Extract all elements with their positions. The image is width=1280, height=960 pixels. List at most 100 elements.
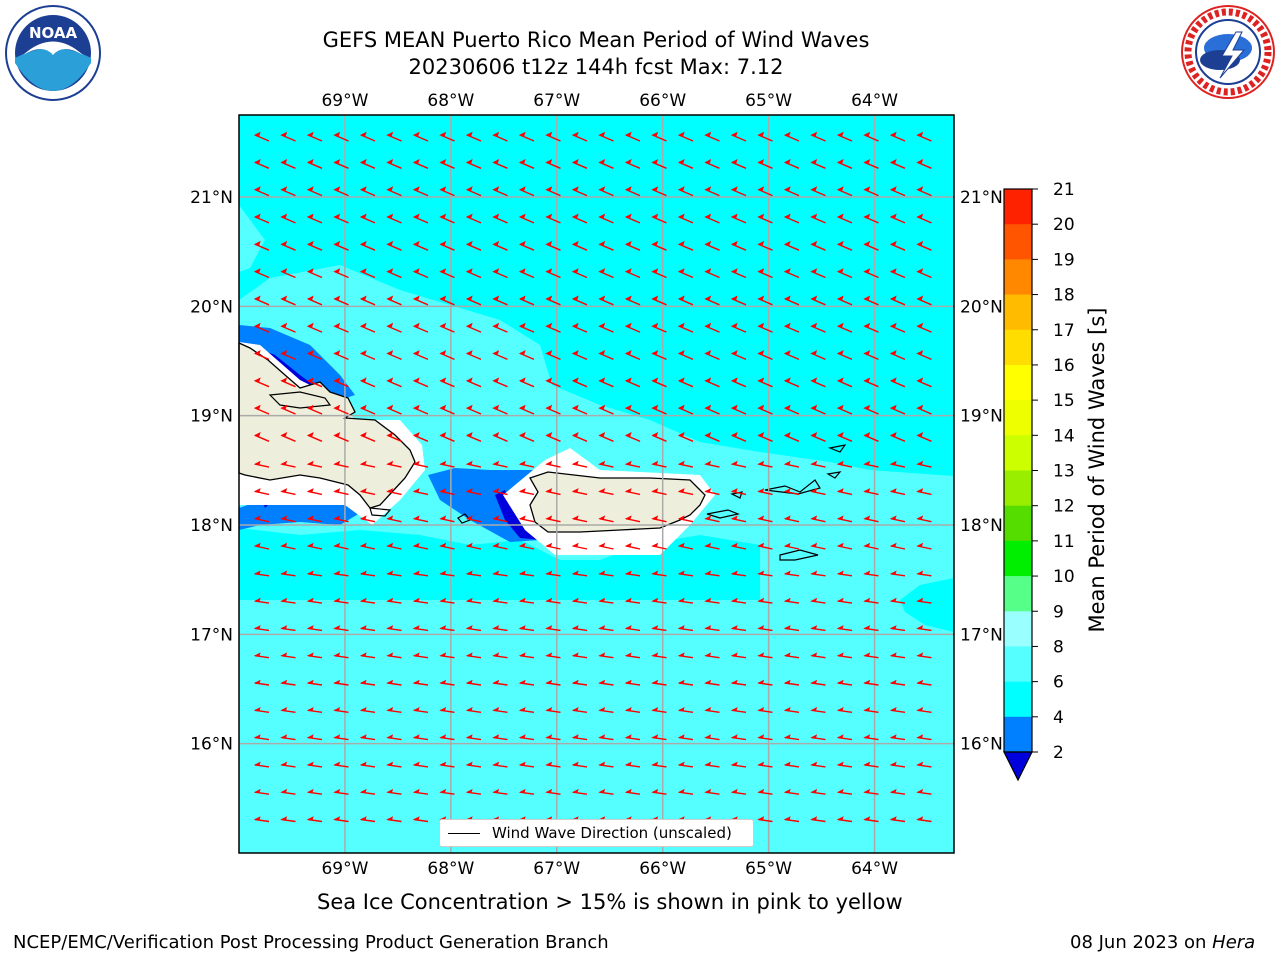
wave-direction-arrow	[863, 186, 879, 197]
wave-direction-arrow	[465, 268, 482, 279]
wave-direction-arrow	[677, 625, 694, 632]
wave-direction-arrow	[651, 268, 667, 279]
wave-direction-arrow	[889, 488, 906, 496]
wave-direction-arrow	[439, 213, 455, 224]
wave-direction-arrow	[651, 597, 667, 604]
wave-direction-arrow	[730, 707, 747, 713]
wave-direction-arrow	[598, 268, 614, 279]
wave-direction-arrow	[333, 816, 349, 823]
wave-direction-arrow	[889, 597, 906, 604]
wave-direction-arrow	[624, 322, 641, 333]
wave-direction-arrow	[386, 679, 402, 686]
wave-direction-arrow	[651, 542, 667, 550]
wave-direction-arrow	[624, 460, 641, 468]
wave-direction-arrow	[730, 240, 747, 251]
wave-direction-arrow	[280, 186, 296, 197]
wave-direction-arrow	[439, 404, 455, 415]
wave-direction-arrow	[306, 159, 323, 169]
wave-direction-arrow	[439, 322, 455, 333]
wave-direction-arrow	[598, 432, 614, 442]
wave-direction-arrow	[518, 625, 535, 632]
colorbar-tick-label: 2	[1053, 743, 1064, 763]
wave-direction-arrow	[836, 432, 853, 442]
wave-direction-arrow	[783, 788, 800, 795]
wave-direction-arrow	[359, 240, 376, 251]
map-area[interactable]	[238, 114, 955, 854]
wave-direction-arrow	[359, 734, 376, 741]
colorbar-segment	[1004, 189, 1032, 225]
latitude-label-left: 19°N	[190, 407, 233, 427]
wave-direction-arrow	[253, 761, 270, 768]
wave-direction-arrow	[333, 788, 349, 795]
wave-direction-arrow	[889, 131, 906, 142]
wave-direction-arrow	[889, 761, 906, 768]
wave-direction-arrow	[916, 515, 932, 523]
wave-direction-arrow	[412, 268, 429, 279]
wave-direction-arrow	[810, 761, 826, 768]
wave-direction-arrow	[439, 515, 455, 523]
wave-direction-arrow	[730, 542, 747, 550]
wave-direction-arrow	[624, 350, 641, 361]
wave-direction-arrow	[333, 377, 349, 388]
wave-direction-arrow	[916, 597, 932, 604]
wave-direction-arrow	[889, 460, 906, 468]
wave-direction-arrow	[757, 213, 773, 224]
colorbar-tick-label: 17	[1053, 321, 1075, 341]
wave-direction-arrow	[492, 597, 508, 604]
wave-direction-arrow	[280, 488, 296, 496]
wave-direction-arrow	[651, 679, 667, 686]
wave-direction-arrow	[624, 186, 641, 197]
wave-direction-arrow	[651, 322, 667, 333]
colorbar-segment	[1004, 681, 1032, 718]
wave-direction-arrow	[624, 761, 641, 768]
wave-direction-arrow	[571, 240, 588, 251]
colorbar-segment	[1004, 611, 1032, 647]
wave-direction-arrow	[889, 268, 906, 279]
wave-direction-arrow	[280, 788, 296, 795]
wave-direction-arrow	[333, 625, 349, 632]
wave-direction-arrow	[359, 679, 376, 686]
wave-direction-arrow	[916, 131, 932, 142]
wave-direction-arrow	[916, 788, 932, 795]
wave-direction-arrow	[545, 734, 561, 741]
colorbar-tick-label: 16	[1053, 356, 1075, 376]
wave-direction-arrow	[783, 734, 800, 741]
wave-direction-arrow	[836, 788, 853, 795]
colorbar-segment	[1004, 435, 1032, 471]
wave-direction-arrow	[704, 707, 720, 713]
wave-direction-arrow	[598, 350, 614, 361]
wave-direction-arrow	[810, 788, 826, 795]
wave-direction-arrow	[677, 597, 694, 604]
wave-direction-arrow	[624, 707, 641, 713]
wave-direction-arrow	[863, 707, 879, 713]
wave-direction-arrow	[836, 322, 853, 333]
footer-branch: NCEP/EMC/Verification Post Processing Pr…	[13, 932, 609, 953]
wave-direction-arrow	[386, 213, 402, 224]
wave-direction-arrow	[492, 515, 508, 523]
wave-direction-arrow	[757, 488, 773, 496]
wave-direction-arrow	[916, 240, 932, 251]
wave-direction-arrow	[624, 679, 641, 686]
wave-direction-arrow	[492, 240, 508, 251]
colorbar-tick-label: 11	[1053, 532, 1075, 552]
wave-direction-arrow	[518, 570, 535, 577]
wave-direction-arrow	[916, 542, 932, 550]
wave-direction-arrow	[863, 322, 879, 333]
wave-direction-arrow	[677, 761, 694, 768]
wave-direction-arrow	[465, 322, 482, 333]
colorbar-segment	[1004, 576, 1032, 612]
colorbar-tick-label: 18	[1053, 286, 1075, 306]
wave-direction-arrow	[757, 377, 773, 388]
wave-direction-arrow	[916, 652, 932, 659]
wave-direction-arrow	[704, 542, 720, 550]
wave-direction-arrow	[836, 213, 853, 224]
wave-direction-arrow	[253, 131, 270, 142]
wave-direction-arrow	[359, 816, 376, 823]
wave-direction-arrow	[412, 542, 429, 550]
wave-direction-arrow	[386, 816, 402, 823]
wave-direction-arrow	[412, 761, 429, 768]
wave-direction-arrow	[571, 404, 588, 415]
wave-direction-arrow	[465, 788, 482, 795]
wave-direction-arrow	[598, 240, 614, 251]
wave-direction-arrow	[704, 159, 720, 169]
